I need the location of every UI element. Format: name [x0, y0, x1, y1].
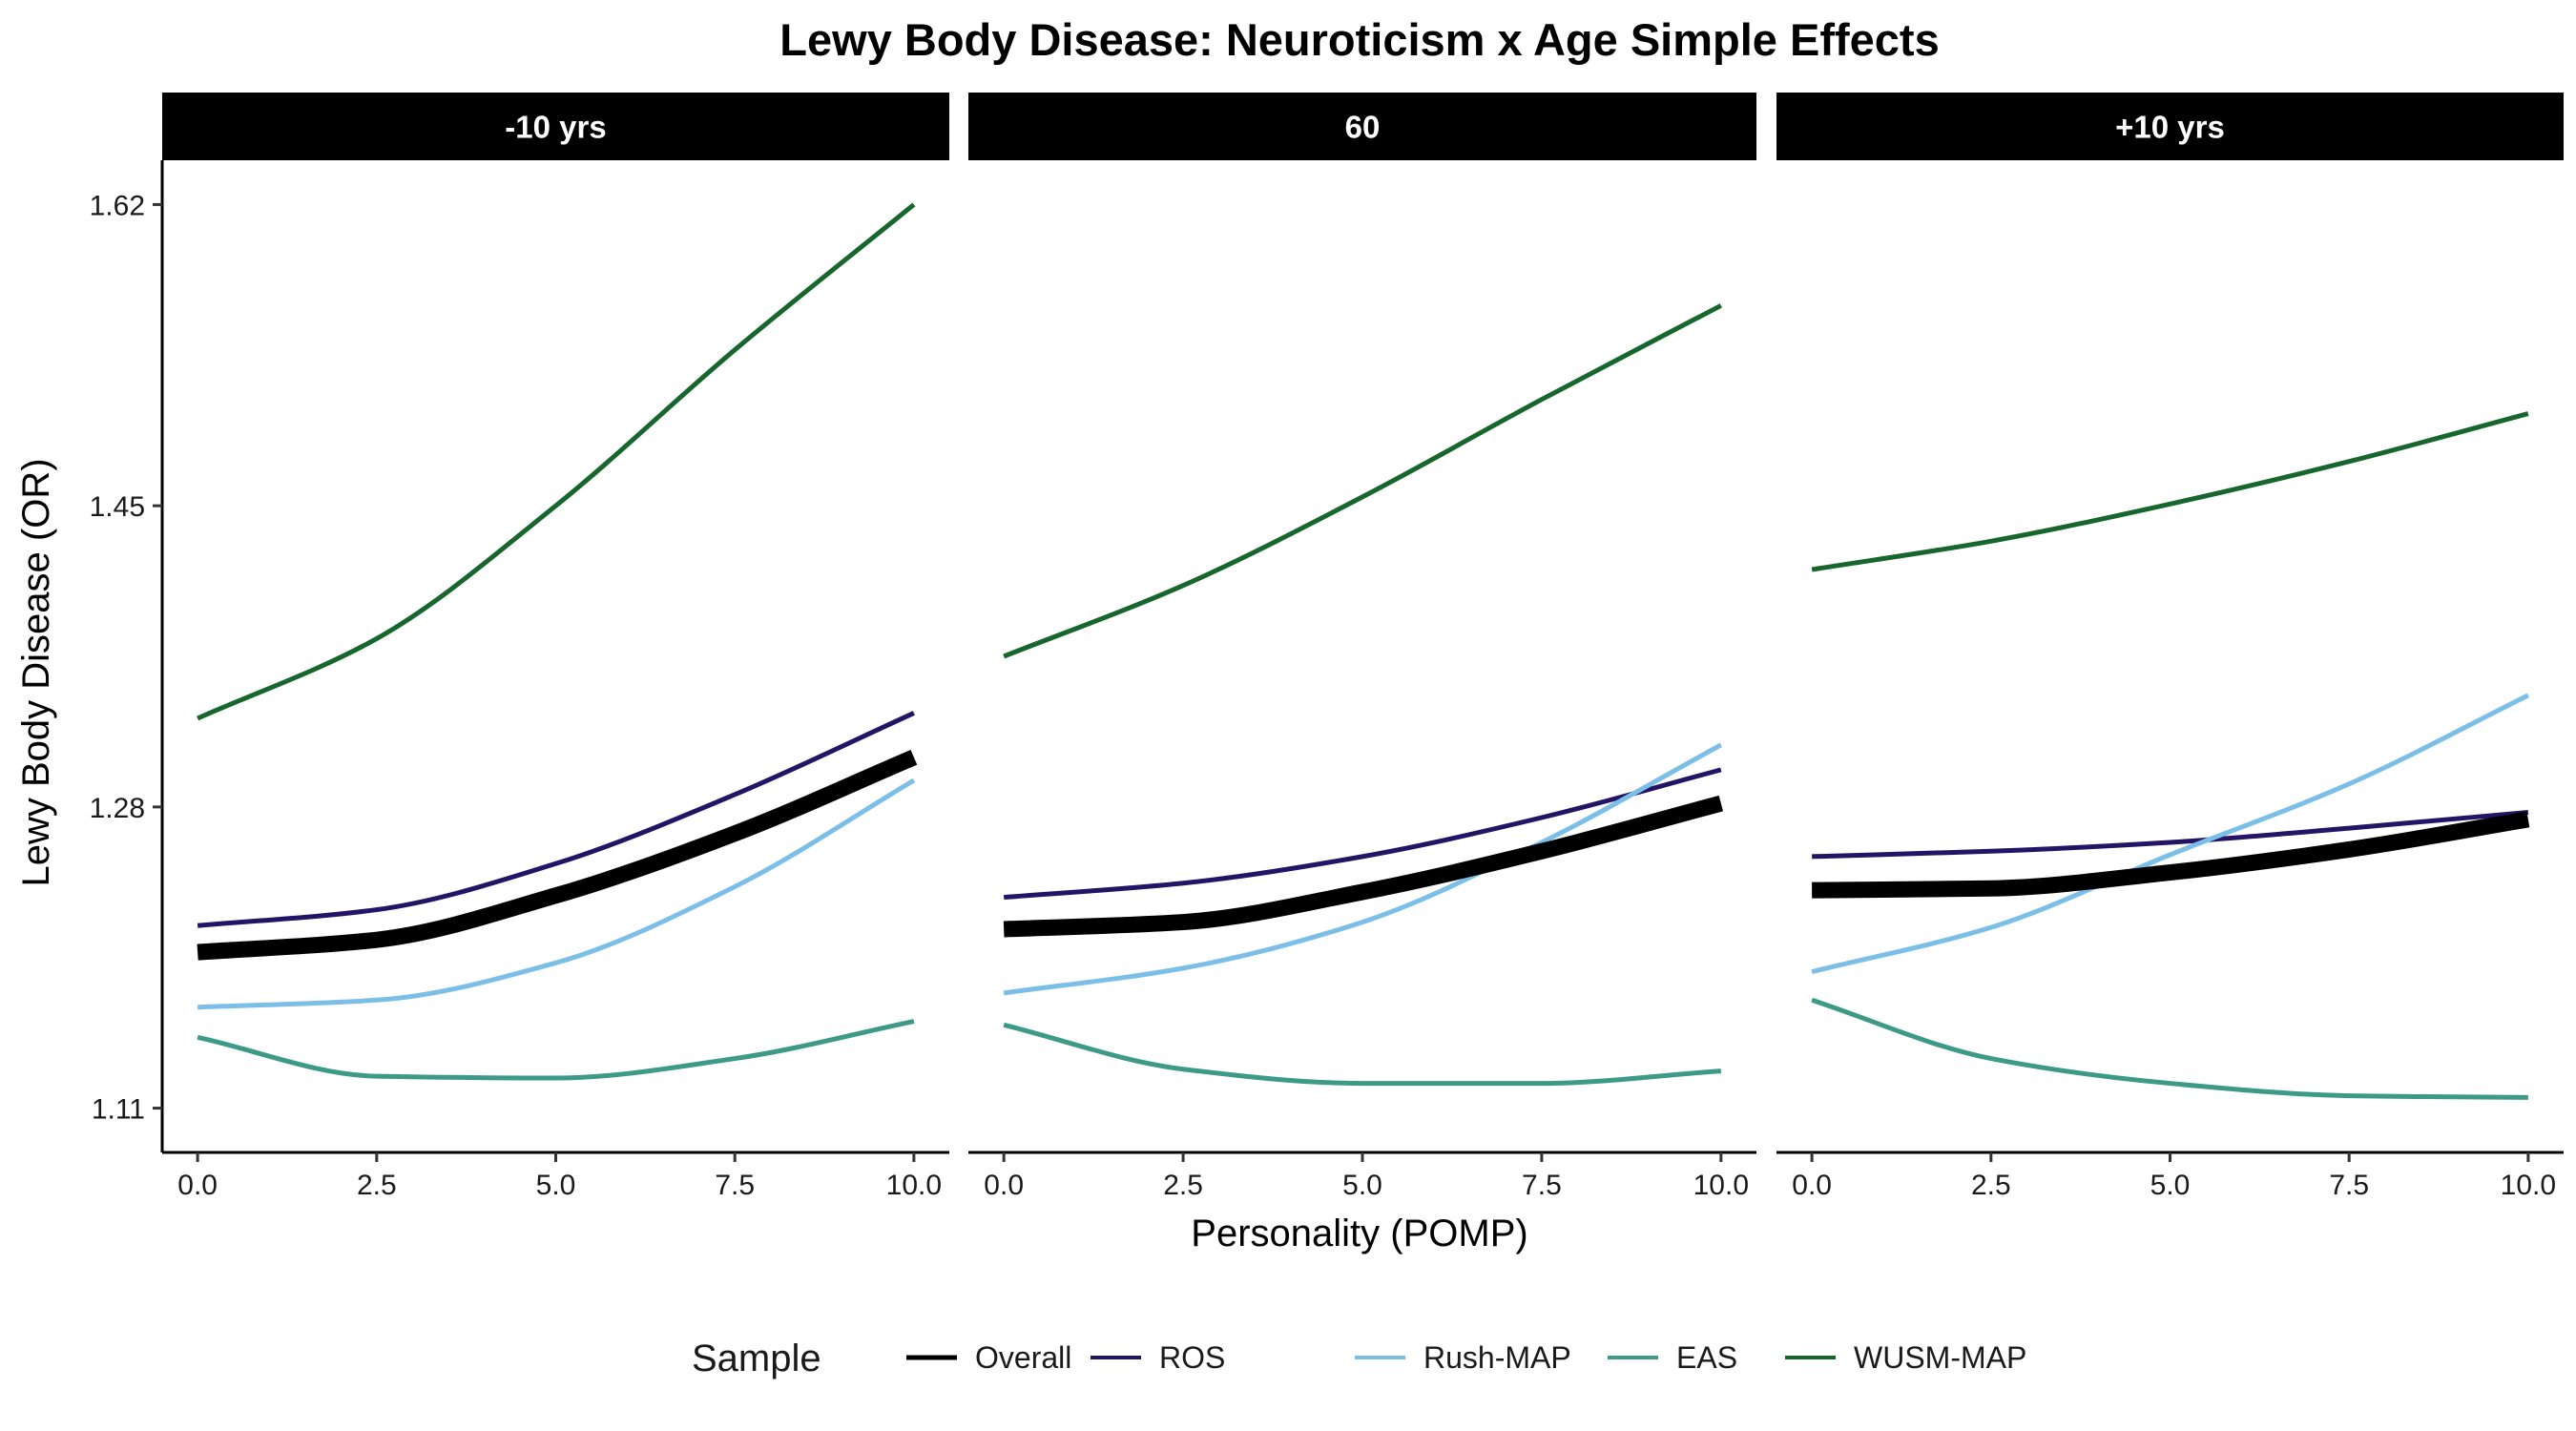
x-tick-label: 5.0	[2150, 1170, 2191, 1201]
facet-strip	[162, 93, 949, 160]
y-tick-label: 1.11	[92, 1094, 145, 1126]
legend-item: EAS	[1608, 1340, 1737, 1375]
series-line-ros	[1812, 809, 2529, 860]
legend-item: ROS	[1091, 1340, 1225, 1375]
y-tick-label: 1.45	[90, 491, 145, 523]
series-line-overall	[1812, 811, 2530, 899]
x-tick-label: 10.0	[2501, 1170, 2556, 1201]
x-tick-label: 0.0	[984, 1170, 1024, 1201]
series-line-overall	[1003, 795, 1724, 938]
series-line-rush-map	[197, 778, 916, 1010]
facet-panel: 60 0.0 2.5 5.0 7.5 10.0	[968, 93, 1756, 1201]
legend-items: Overall ROS Rush-MAP EAS WUSM-MAP	[906, 1340, 2026, 1375]
y-tick-label: 1.28	[90, 793, 145, 824]
facet-strip-label: 60	[1345, 110, 1381, 145]
facet-strip	[1776, 93, 2564, 160]
facet-strip-label: +10 yrs	[2115, 110, 2225, 145]
x-tick-label: 0.0	[177, 1170, 218, 1201]
series-line-wusm-map	[1811, 411, 2529, 572]
x-axis-title: Personality (POMP)	[1191, 1213, 1527, 1255]
facet-strip-label: -10 yrs	[505, 110, 606, 145]
x-tick-label: 2.5	[357, 1170, 397, 1201]
series-line-wusm-map	[1003, 303, 1722, 659]
x-tick-label: 10.0	[1693, 1170, 1749, 1201]
series-line-eas	[1811, 997, 2528, 1100]
y-tick-label: 1.62	[90, 190, 145, 221]
series-line-ros	[197, 711, 915, 928]
x-tick-label: 0.0	[1792, 1170, 1832, 1201]
facet-panel: +10 yrs 0.0 2.5 5.0 7.5 10.0	[1776, 93, 2564, 1201]
x-tick-label: 5.0	[1342, 1170, 1382, 1201]
series-line-eas	[1003, 1022, 1722, 1087]
facet-strip	[968, 93, 1756, 160]
legend: Sample Overall ROS Rush-MAP EAS WUSM-MAP	[692, 1338, 2026, 1379]
x-tick-label: 5.0	[536, 1170, 576, 1201]
series-line-rush-map	[1003, 742, 1723, 996]
legend-item: Rush-MAP	[1355, 1340, 1571, 1375]
x-tick-label: 7.5	[2329, 1170, 2369, 1201]
facet-panel: -10 yrs 0.0 2.5 5.0 7.5 10.0	[162, 93, 949, 1201]
legend-label: WUSM-MAP	[1854, 1340, 2026, 1375]
legend-item: Overall	[906, 1340, 1071, 1375]
series-line-wusm-map	[197, 202, 916, 721]
legend-label: Rush-MAP	[1423, 1340, 1571, 1375]
legend-label: EAS	[1676, 1340, 1737, 1375]
legend-label: Overall	[975, 1340, 1071, 1375]
legend-item: WUSM-MAP	[1785, 1340, 2026, 1375]
series-line-eas	[197, 1019, 915, 1081]
x-tick-label: 2.5	[1163, 1170, 1203, 1201]
series-line-ros	[1003, 767, 1722, 901]
x-tick-label: 7.5	[1522, 1170, 1562, 1201]
series-line-rush-map	[1811, 693, 2529, 974]
legend-title: Sample	[692, 1338, 821, 1379]
chart-title: Lewy Body Disease: Neuroticism x Age Sim…	[779, 14, 1939, 65]
x-tick-label: 7.5	[715, 1170, 755, 1201]
series-line-overall	[197, 750, 918, 961]
legend-label: ROS	[1159, 1340, 1225, 1375]
x-tick-label: 10.0	[886, 1170, 942, 1201]
x-tick-label: 2.5	[1971, 1170, 2011, 1201]
y-axis-title: Lewy Body Disease (OR)	[15, 458, 57, 886]
facet-panels: -10 yrs 0.0 2.5 5.0 7.5 10.0 60 0.0 2.5 5.0 7.5 10.…	[90, 93, 2564, 1201]
